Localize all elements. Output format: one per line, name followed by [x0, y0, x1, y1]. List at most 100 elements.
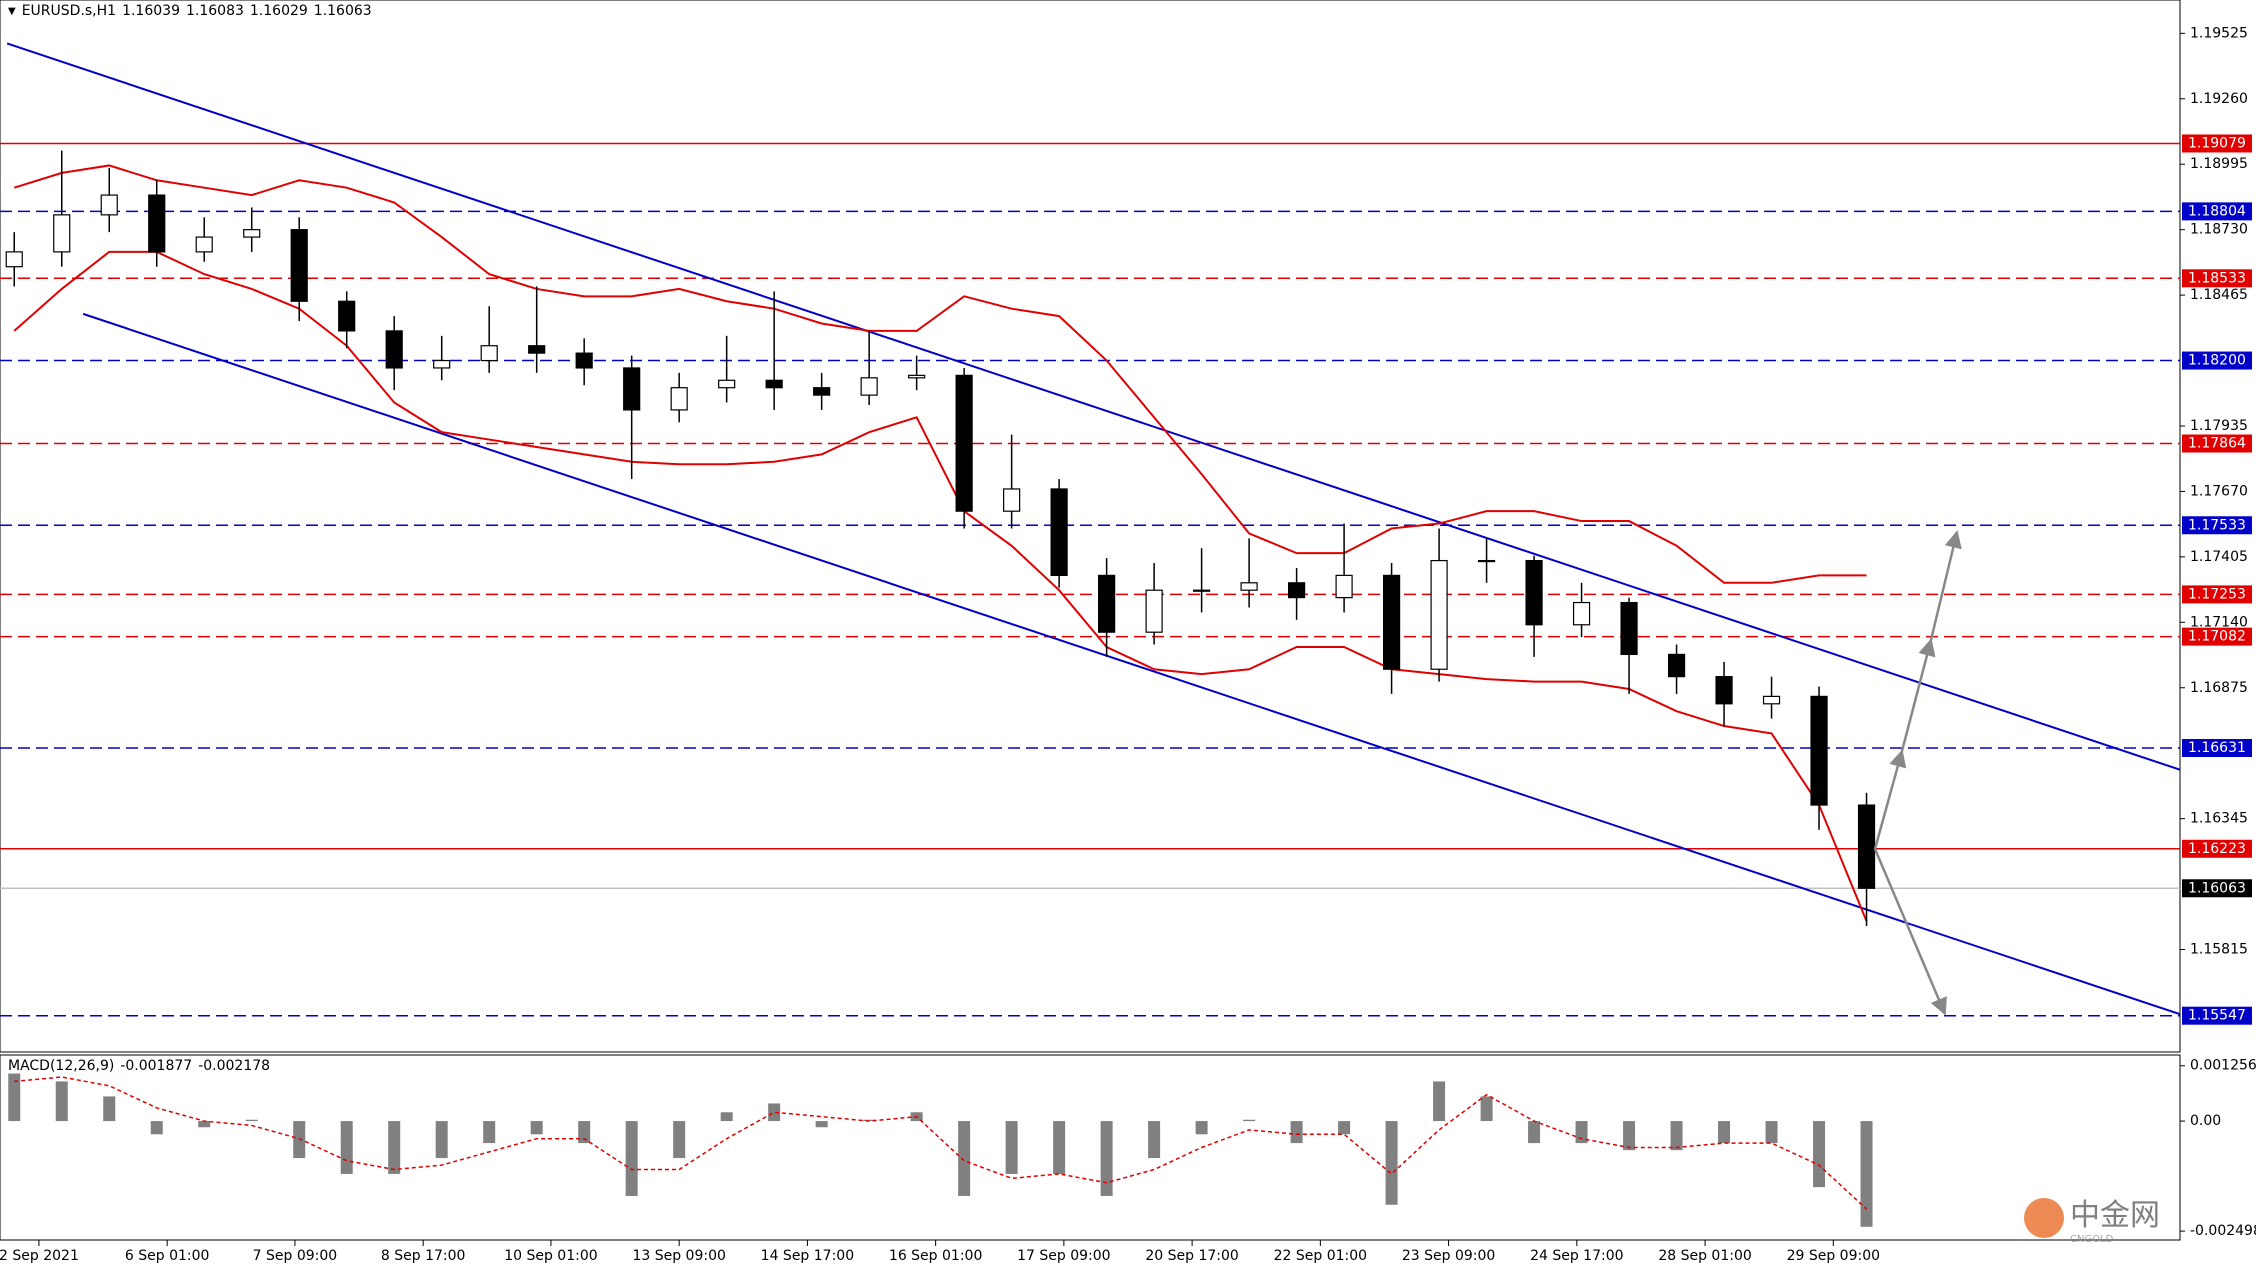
level-label-box [2182, 739, 2252, 758]
macd-bar [1005, 1121, 1018, 1174]
macd-bar [435, 1121, 448, 1159]
macd-bar [1100, 1121, 1113, 1196]
candle-body [243, 229, 261, 238]
candle-body [1857, 804, 1876, 889]
macd-bar [673, 1121, 686, 1159]
macd-bar [1670, 1121, 1683, 1151]
x-tick-label: 17 Sep 09:00 [1017, 1248, 1110, 1264]
level-label-box [2182, 516, 2252, 535]
level-label: 1.16223 [2188, 841, 2246, 857]
candle-body [908, 374, 926, 379]
level-label: 1.16631 [2188, 740, 2246, 756]
candle-body [813, 387, 831, 396]
watermark-subtext: CNGOLD [2070, 1234, 2114, 1245]
header-value: 1.16063 [313, 3, 372, 19]
macd-bar [388, 1121, 401, 1174]
candle-body [860, 377, 878, 396]
header-value: 1.16083 [185, 3, 244, 19]
macd-bar [150, 1121, 163, 1135]
candle-body [100, 194, 118, 216]
macd-bar [1338, 1121, 1351, 1135]
y-tick-label: 0.001256 [2190, 1058, 2256, 1074]
level-label-box [2182, 269, 2252, 288]
macd-bar [103, 1096, 116, 1122]
macd-bar [8, 1073, 21, 1122]
macd-bar [340, 1121, 353, 1174]
macd-bar [1480, 1096, 1493, 1122]
x-tick-label: 14 Sep 17:00 [761, 1248, 854, 1264]
x-tick-label: 23 Sep 09:00 [1402, 1248, 1495, 1264]
macd-bar [483, 1121, 496, 1144]
candle-body [670, 387, 688, 411]
candle-body [1098, 574, 1116, 633]
macd-bar [530, 1121, 543, 1135]
candle-body [195, 236, 213, 253]
x-tick-label: 22 Sep 01:00 [1274, 1248, 1367, 1264]
level-label: 1.17533 [2188, 517, 2246, 533]
candle-body [1382, 574, 1401, 670]
level-label-box [2182, 585, 2252, 604]
y-tick-label: 1.18995 [2190, 156, 2248, 172]
macd-bar [1765, 1121, 1778, 1144]
logo [2024, 1197, 2064, 1238]
candle-body [1572, 601, 1591, 626]
macd-bar [958, 1121, 971, 1196]
y-tick-label: 1.17405 [2190, 549, 2248, 565]
header-value: -0.001877 [120, 1058, 193, 1074]
level-label: 1.17253 [2188, 586, 2246, 602]
candle-body [1288, 582, 1306, 599]
candle-body [433, 359, 451, 369]
level-label-box [2182, 1006, 2252, 1025]
level-label: 1.17082 [2188, 629, 2246, 645]
macd-bar [1433, 1081, 1446, 1122]
x-tick-label: 16 Sep 01:00 [889, 1248, 982, 1264]
macd-bar [55, 1081, 68, 1122]
candle-body [1525, 559, 1543, 626]
candle-body [148, 194, 166, 253]
x-tick-label: 20 Sep 17:00 [1145, 1248, 1238, 1264]
y-tick-label: 1.17935 [2190, 418, 2248, 434]
macd-bar [768, 1103, 781, 1122]
candle-body [1810, 695, 1828, 806]
macd-header: MACD(12,26,9) -0.001877 -0.002178 [8, 1058, 270, 1074]
x-tick-label: 7 Sep 09:00 [253, 1248, 338, 1264]
candle-body [955, 374, 973, 512]
header-value: -0.002178 [198, 1058, 271, 1074]
watermark-text: 中金网 [2070, 1198, 2160, 1233]
band-line [13, 164, 1867, 584]
y-tick-label: 1.19260 [2190, 91, 2248, 107]
candle-body [1762, 695, 1781, 705]
level-label: 1.18804 [2188, 203, 2246, 219]
candle-body [575, 352, 593, 369]
header-value: 1.16029 [249, 3, 308, 19]
watermark: 中金网 CNGOLD [2024, 1190, 2160, 1245]
projection-arrow [1873, 749, 1907, 850]
level-label: 1.15547 [2188, 1008, 2246, 1024]
x-tick-label: 13 Sep 09:00 [632, 1248, 725, 1264]
y-tick-label: 1.17670 [2190, 483, 2248, 499]
candle-body [1240, 582, 1258, 591]
level-label-box [2182, 351, 2252, 370]
level-label: 1.19079 [2188, 135, 2246, 151]
candle-body [385, 330, 403, 369]
x-tick-label: 6 Sep 01:00 [125, 1248, 210, 1264]
candle-body [528, 345, 546, 354]
macd-bar [815, 1121, 828, 1128]
macd-bar [198, 1121, 211, 1128]
candle-body [1477, 559, 1496, 563]
macd-bar [1385, 1121, 1398, 1205]
level-label-box [2182, 879, 2252, 898]
macd-bar [1243, 1119, 1256, 1122]
x-tick-label: 10 Sep 01:00 [504, 1248, 597, 1264]
candle-body [1715, 676, 1733, 705]
macd-bar [1718, 1121, 1731, 1144]
level-label: 1.16063 [2188, 880, 2246, 896]
x-tick-label: 2 Sep 2021 [0, 1248, 79, 1264]
x-tick-label: 29 Sep 09:00 [1787, 1248, 1880, 1264]
macd-bar [1053, 1121, 1066, 1174]
macd-bar [245, 1119, 258, 1122]
macd-bar [720, 1112, 733, 1122]
candle-body [1667, 653, 1686, 678]
candle-body [1620, 601, 1638, 656]
